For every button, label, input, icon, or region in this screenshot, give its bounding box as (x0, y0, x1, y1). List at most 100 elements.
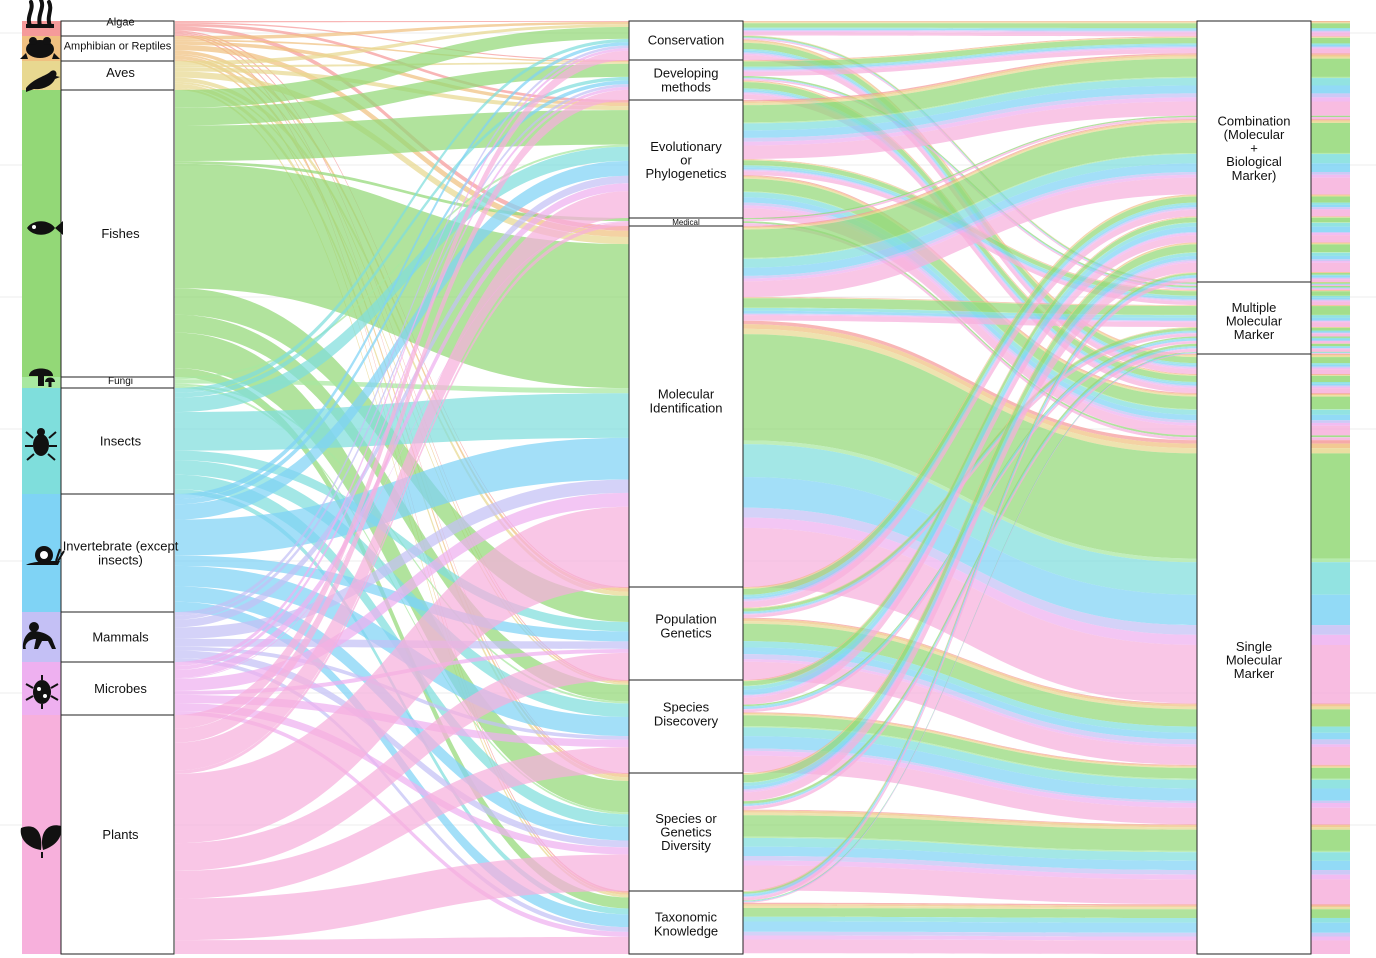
flow-population-genetics-to-combination (743, 196, 1197, 595)
flow-conservation-to-multiple (743, 38, 1197, 286)
marker-stripe (1311, 829, 1350, 851)
marker-stripe (1311, 709, 1350, 727)
marker-stripe (1311, 343, 1350, 345)
flow-taxonomic-knowledge-to-single (743, 907, 1197, 918)
marker-stripe (1311, 282, 1350, 284)
marker-stripe (1311, 764, 1350, 766)
marker-stripe (1311, 284, 1350, 285)
marker-stripe (1311, 337, 1350, 339)
purpose-label-evolutionary: Evolutionary or Phylogenetics (646, 139, 727, 181)
marker-stripe (1311, 283, 1350, 285)
flow-species-or-genetics-diversity-to-multiple (743, 343, 1197, 802)
flow-evolutionary-to-combination (743, 53, 1197, 102)
flow-medical-to-single (743, 223, 1197, 438)
marker-stripe (1311, 354, 1350, 355)
flow-mammals-to-evolutionary (175, 175, 629, 628)
marker-stripe (1311, 235, 1350, 243)
marker-stripe (1311, 287, 1350, 289)
flow-population-genetics-to-single (743, 621, 1197, 710)
marker-stripe (1311, 704, 1350, 707)
marker-stripe (1311, 905, 1350, 908)
flow-evolutionary-to-combination (743, 78, 1197, 131)
marker-stripe (1311, 703, 1350, 705)
flow-fishes-to-developing-methods (175, 63, 629, 126)
flow-population-genetics-to-single (743, 654, 1197, 745)
marker-label-combination: Combination (Molecular + Biological Marker) (1218, 113, 1291, 183)
flow-molecular-identification-to-combination (743, 120, 1197, 229)
marker-stripe (1311, 338, 1350, 341)
group-node-insects (60, 387, 175, 495)
flow-developing-methods-to-combination (743, 37, 1197, 67)
flow-conservation-to-multiple (743, 35, 1197, 283)
marker-stripe (1311, 85, 1350, 94)
marker-stripe (1311, 904, 1350, 906)
flow-plants-to-species-or-genetics-diversity (175, 854, 629, 941)
marker-stripe (1311, 154, 1350, 164)
flow-species-or-genetics-diversity-to-single (743, 815, 1197, 851)
flow-population-genetics-to-single (743, 659, 1197, 747)
flow-medical-to-single (743, 223, 1197, 441)
marker-stripe (1311, 259, 1350, 262)
marker-stripe (1311, 97, 1350, 102)
flow-taxonomic-knowledge-to-multiple (743, 352, 1197, 902)
marker-stripe (1311, 288, 1350, 290)
flow-species-discovery-to-combination (743, 226, 1197, 695)
flow-species-or-genetics-diversity-to-combination (743, 243, 1197, 775)
marker-stripe (1311, 414, 1350, 421)
marker-stripe (1311, 349, 1350, 352)
flow-species-or-genetics-diversity-to-combination (743, 255, 1197, 789)
flow-evolutionary-to-single (743, 176, 1197, 396)
marker-stripe (1311, 746, 1350, 765)
marker-stripe (1311, 392, 1350, 394)
marker-stripe (1311, 163, 1350, 172)
flow-fungi-to-evolutionary (175, 144, 629, 380)
flow-aves-to-molecular-identification (175, 71, 629, 245)
flow-insects-to-evolutionary (175, 146, 629, 413)
flow-species-or-genetics-diversity-to-combination (743, 244, 1197, 783)
frog-icon (20, 37, 60, 59)
purpose-node-evolutionary (628, 99, 744, 219)
marker-stripe (1311, 284, 1350, 286)
flow-mammals-to-developing-methods (175, 84, 629, 620)
flow-insects-to-molecular-identification (175, 393, 629, 451)
flow-species-discovery-to-combination (743, 235, 1197, 705)
flow-conservation-to-multiple (743, 37, 1197, 285)
flow-fishes-to-taxonomic-knowledge (175, 368, 629, 909)
flow-evolutionary-to-combination (743, 56, 1197, 106)
marker-stripe (1311, 244, 1350, 253)
flow-plants-to-conservation (175, 50, 629, 729)
purpose-label-molecular-identification: Molecular Identification (650, 387, 723, 416)
marker-stripe (1311, 354, 1350, 356)
marker-stripe (1311, 216, 1350, 217)
flow-microbes-to-evolutionary (175, 183, 629, 679)
flow-conservation-to-combination (743, 21, 1197, 23)
flow-evolutionary-to-single (743, 178, 1197, 410)
flow-molecular-identification-to-combination (743, 163, 1197, 276)
marker-stripe (1311, 347, 1350, 349)
flow-molecular-identification-to-multiple (743, 297, 1197, 306)
marker-stripe (1311, 301, 1350, 305)
marker-node-combination (1196, 20, 1312, 283)
marker-stripe (1311, 732, 1350, 740)
flow-molecular-identification-to-combination (743, 171, 1197, 279)
marker-stripe (1311, 295, 1350, 298)
flow-population-genetics-to-combination (743, 208, 1197, 602)
flow-species-or-genetics-diversity-to-combination (743, 252, 1197, 786)
node-boxes (60, 20, 1312, 955)
flow-species-discovery-to-single (743, 714, 1197, 768)
marker-stripe (1311, 443, 1350, 449)
marker-stripe (1311, 272, 1350, 273)
marker-stripe (1311, 340, 1350, 342)
flow-taxonomic-knowledge-to-combination (743, 273, 1197, 894)
marker-stripe (1311, 874, 1350, 880)
flow-conservation-to-combination (743, 22, 1197, 24)
flow-evolutionary-to-combination (743, 93, 1197, 142)
group-node-aves (60, 60, 175, 91)
marker-stripe (1311, 122, 1350, 153)
flow-species-discovery-to-single (743, 726, 1197, 780)
flow-plants-to-species-discovery (175, 747, 629, 899)
purpose-node-species-or-genetics-diversity (628, 772, 744, 892)
marker-stripe (1311, 779, 1350, 789)
marker-stripe (1311, 367, 1350, 370)
flow-population-genetics-to-single (743, 647, 1197, 740)
